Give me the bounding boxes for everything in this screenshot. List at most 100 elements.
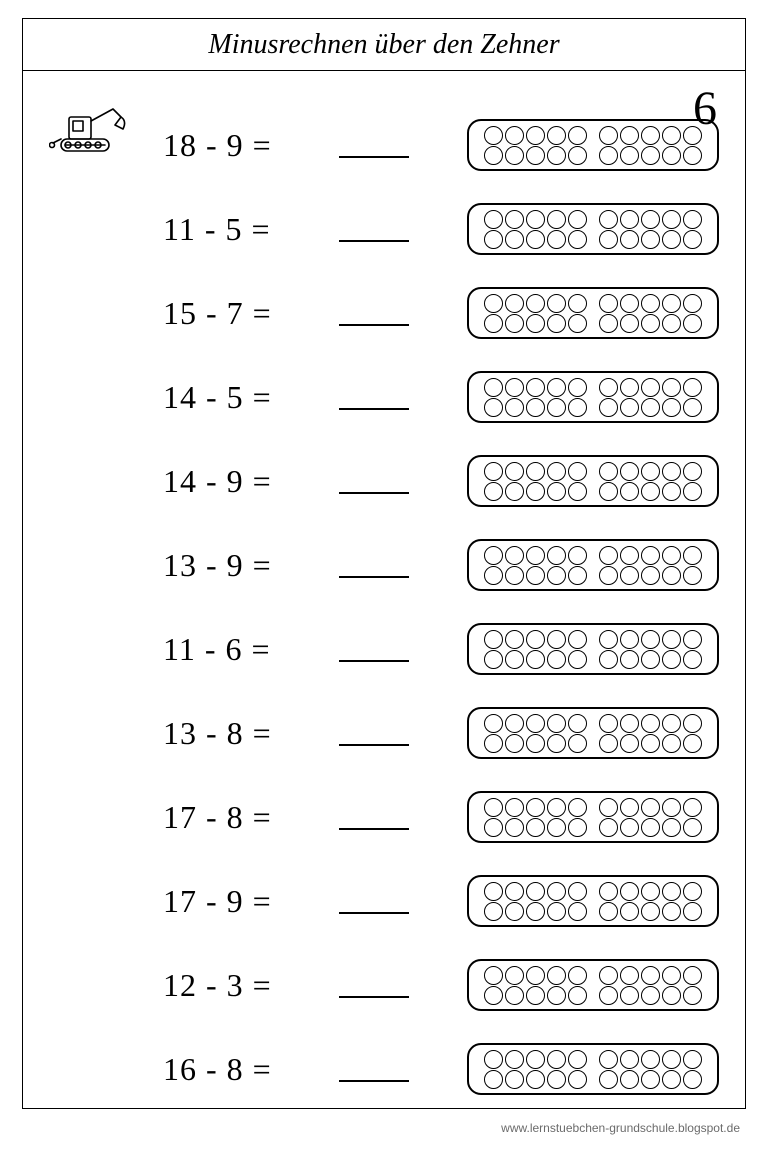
problem-text: 18 - 9 =	[163, 127, 333, 164]
counter-circle	[620, 1070, 639, 1089]
ten-frame-row	[484, 734, 702, 753]
counter-circle	[662, 566, 681, 585]
answer-blank[interactable]	[339, 636, 409, 662]
counter-circle	[484, 966, 503, 985]
counter-circle	[484, 146, 503, 165]
worksheet-content: 6 18 - 9 =11 - 5 =15 - 7 =14 - 5 =14 - 9…	[23, 71, 745, 1121]
problem-row: 13 - 9 =	[163, 523, 725, 607]
counter-circle	[484, 398, 503, 417]
answer-blank[interactable]	[339, 972, 409, 998]
ten-frame-row	[484, 818, 702, 837]
ten-frame	[467, 623, 719, 675]
counter-circle	[662, 546, 681, 565]
counter-circle	[599, 210, 618, 229]
counter-circle	[641, 798, 660, 817]
counter-circle	[484, 546, 503, 565]
counter-circle	[547, 650, 566, 669]
counter-circle	[526, 462, 545, 481]
counter-circle	[683, 630, 702, 649]
counter-circle	[599, 986, 618, 1005]
counter-circle	[547, 714, 566, 733]
ten-frame-row	[484, 986, 702, 1005]
counter-circle	[547, 1070, 566, 1089]
problem-text: 13 - 9 =	[163, 547, 333, 584]
counter-circle	[662, 1070, 681, 1089]
counter-circle	[683, 650, 702, 669]
ten-frame-row	[484, 630, 702, 649]
counter-circle	[547, 294, 566, 313]
counter-circle	[599, 462, 618, 481]
ten-frame	[467, 203, 719, 255]
counter-circle	[568, 546, 587, 565]
answer-blank[interactable]	[339, 888, 409, 914]
counter-circle	[568, 902, 587, 921]
counter-circle	[568, 1050, 587, 1069]
counter-circle	[641, 210, 660, 229]
counter-circle	[547, 314, 566, 333]
counter-circle	[505, 314, 524, 333]
counter-circle	[505, 210, 524, 229]
counter-circle	[599, 650, 618, 669]
counter-circle	[568, 146, 587, 165]
counter-circle	[641, 566, 660, 585]
footer-url: www.lernstuebchen-grundschule.blogspot.d…	[501, 1121, 740, 1135]
counter-circle	[599, 482, 618, 501]
counter-circle	[641, 126, 660, 145]
counter-circle	[599, 146, 618, 165]
ten-frame-row	[484, 566, 702, 585]
counter-circle	[526, 714, 545, 733]
counter-circle	[683, 986, 702, 1005]
counter-circle	[599, 798, 618, 817]
counter-circle	[505, 378, 524, 397]
ten-frame	[467, 455, 719, 507]
counter-circle	[484, 210, 503, 229]
counter-circle	[641, 902, 660, 921]
answer-blank[interactable]	[339, 384, 409, 410]
answer-blank[interactable]	[339, 132, 409, 158]
counter-circle	[620, 798, 639, 817]
counter-circle	[641, 1070, 660, 1089]
counter-circle	[620, 462, 639, 481]
problem-row: 17 - 9 =	[163, 859, 725, 943]
counter-circle	[526, 482, 545, 501]
counter-circle	[505, 714, 524, 733]
counter-circle	[641, 734, 660, 753]
answer-blank[interactable]	[339, 468, 409, 494]
answer-blank[interactable]	[339, 300, 409, 326]
problem-list: 18 - 9 =11 - 5 =15 - 7 =14 - 5 =14 - 9 =…	[163, 103, 725, 1111]
counter-circle	[547, 986, 566, 1005]
counter-circle	[526, 1070, 545, 1089]
counter-circle	[662, 1050, 681, 1069]
counter-circle	[526, 146, 545, 165]
counter-circle	[620, 294, 639, 313]
counter-circle	[547, 210, 566, 229]
counter-circle	[641, 482, 660, 501]
counter-circle	[568, 714, 587, 733]
counter-circle	[568, 482, 587, 501]
answer-blank[interactable]	[339, 804, 409, 830]
counter-circle	[568, 294, 587, 313]
counter-circle	[547, 882, 566, 901]
counter-circle	[547, 566, 566, 585]
counter-circle	[683, 798, 702, 817]
answer-blank[interactable]	[339, 552, 409, 578]
counter-circle	[620, 230, 639, 249]
counter-circle	[620, 966, 639, 985]
answer-blank[interactable]	[339, 1056, 409, 1082]
answer-blank[interactable]	[339, 216, 409, 242]
counter-circle	[662, 986, 681, 1005]
answer-blank[interactable]	[339, 720, 409, 746]
ten-frame-row	[484, 882, 702, 901]
counter-circle	[683, 294, 702, 313]
ten-frame-row	[484, 462, 702, 481]
counter-circle	[620, 818, 639, 837]
counter-circle	[547, 902, 566, 921]
counter-circle	[620, 714, 639, 733]
counter-circle	[505, 462, 524, 481]
counter-circle	[599, 818, 618, 837]
counter-circle	[620, 734, 639, 753]
counter-circle	[568, 1070, 587, 1089]
ten-frame	[467, 1043, 719, 1095]
counter-circle	[505, 126, 524, 145]
excavator-icon	[49, 99, 129, 159]
